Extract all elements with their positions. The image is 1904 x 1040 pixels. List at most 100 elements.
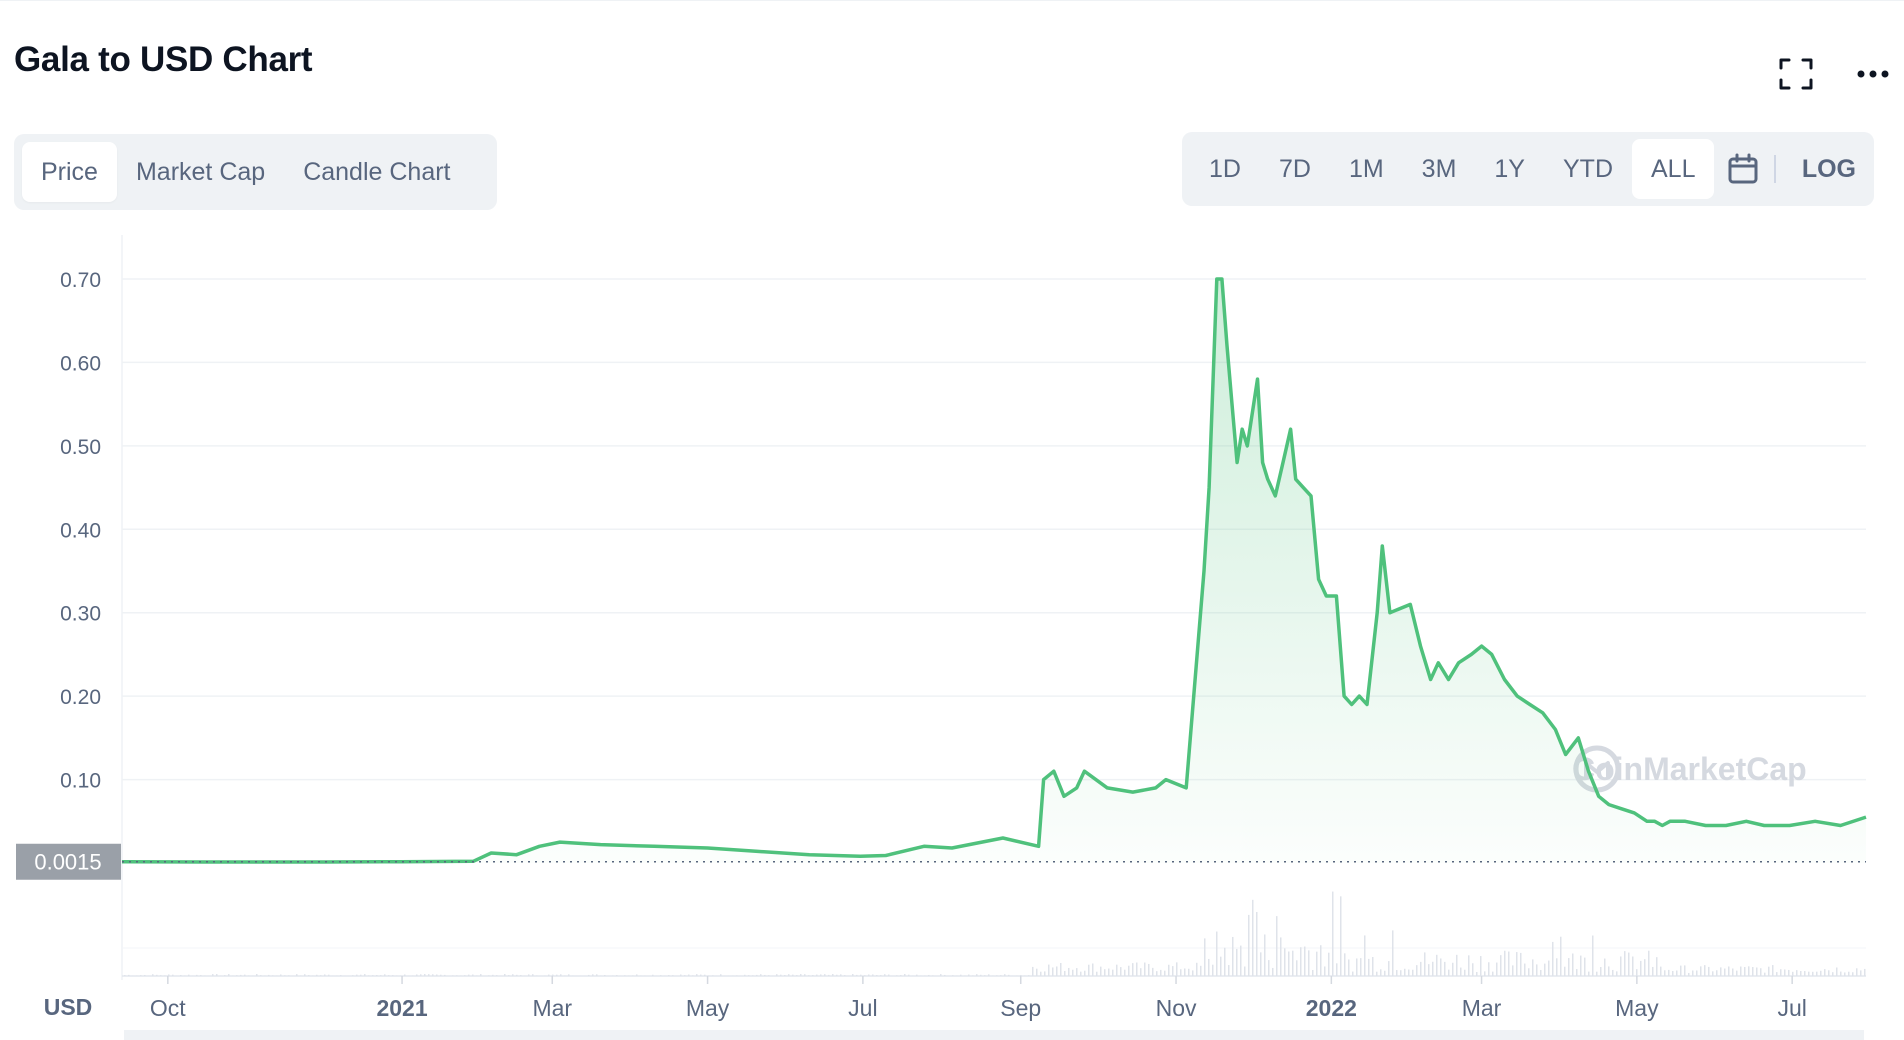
range-all[interactable]: ALL bbox=[1632, 139, 1715, 199]
volume-bar bbox=[1084, 970, 1086, 976]
volume-bar bbox=[1692, 970, 1694, 976]
volume-bar bbox=[1704, 965, 1706, 976]
volume-bar bbox=[1720, 967, 1722, 976]
volume-bar bbox=[124, 975, 126, 976]
volume-bar bbox=[1616, 971, 1618, 976]
volume-bar bbox=[352, 975, 354, 976]
volume-bar bbox=[1308, 950, 1310, 976]
volume-bar bbox=[1072, 969, 1074, 976]
volume-bar bbox=[392, 975, 394, 976]
range-3m[interactable]: 3M bbox=[1421, 154, 1457, 183]
volume-bar bbox=[596, 974, 598, 976]
volume-bar bbox=[968, 974, 970, 976]
volume-bar bbox=[1688, 972, 1690, 976]
volume-bar bbox=[1584, 957, 1586, 976]
fullscreen-button[interactable] bbox=[1772, 50, 1820, 98]
range-1d[interactable]: 1D bbox=[1209, 154, 1241, 183]
volume-bar bbox=[1120, 967, 1122, 976]
volume-bar bbox=[1264, 934, 1266, 976]
price-line[interactable] bbox=[121, 277, 1867, 864]
volume-bar bbox=[328, 974, 330, 976]
volume-bar bbox=[1336, 963, 1338, 976]
volume-bar bbox=[1824, 969, 1826, 976]
y-tick-label: 0.50 bbox=[60, 436, 101, 459]
volume-bar bbox=[1192, 970, 1194, 976]
volume-bar bbox=[736, 975, 738, 976]
range-1m[interactable]: 1M bbox=[1348, 154, 1384, 183]
volume-bar bbox=[1648, 950, 1650, 976]
volume-bar bbox=[1024, 975, 1026, 976]
volume-bar bbox=[1532, 959, 1534, 976]
volume-bar bbox=[1152, 967, 1154, 976]
volume-bar bbox=[1096, 971, 1098, 976]
range-7d[interactable]: 7D bbox=[1278, 154, 1311, 183]
volume-bar bbox=[1408, 969, 1410, 976]
volume-bar bbox=[1756, 967, 1758, 976]
volume-bar bbox=[872, 974, 874, 976]
volume-bar bbox=[1044, 971, 1046, 976]
volume-bar bbox=[1008, 974, 1010, 976]
volume-bar bbox=[1760, 968, 1762, 976]
volume-bar bbox=[880, 975, 882, 976]
volume-bar bbox=[1600, 967, 1602, 976]
volume-bar bbox=[1404, 968, 1406, 976]
range-1y[interactable]: 1Y bbox=[1494, 154, 1525, 183]
tab-price[interactable]: Price bbox=[22, 142, 117, 202]
volume-bar bbox=[456, 975, 458, 976]
volume-bar bbox=[752, 975, 754, 976]
volume-bar bbox=[1380, 969, 1382, 976]
volume-bar bbox=[1424, 952, 1426, 976]
volume-bar bbox=[1640, 960, 1642, 976]
volume-bar bbox=[1740, 966, 1742, 976]
volume-bar bbox=[1316, 951, 1318, 976]
volume-bar bbox=[432, 974, 434, 976]
volume-bar bbox=[1228, 965, 1230, 976]
volume-bar bbox=[1784, 969, 1786, 976]
volume-bar bbox=[412, 975, 414, 976]
volume-bar bbox=[444, 974, 446, 976]
volume-bar bbox=[1776, 972, 1778, 976]
volume-bar bbox=[784, 975, 786, 976]
volume-bar bbox=[692, 975, 694, 976]
volume-bar bbox=[1568, 958, 1570, 976]
volume-bar bbox=[372, 975, 374, 976]
more-options-button[interactable] bbox=[1849, 50, 1897, 98]
tab-candle-chart[interactable]: Candle Chart bbox=[303, 157, 451, 186]
range-navigator[interactable] bbox=[124, 1030, 1864, 1040]
volume-bar bbox=[1400, 970, 1402, 976]
volume-bar bbox=[552, 974, 554, 976]
volume-bar bbox=[508, 975, 510, 976]
volume-bars bbox=[124, 891, 1866, 976]
volume-bar bbox=[1680, 965, 1682, 976]
volume-bar bbox=[652, 974, 654, 976]
y-tick-label: 0.10 bbox=[60, 770, 101, 793]
volume-bar bbox=[744, 974, 746, 976]
volume-bar bbox=[684, 975, 686, 976]
volume-bar bbox=[756, 974, 758, 976]
volume-bar bbox=[1180, 969, 1182, 976]
volume-bar bbox=[384, 974, 386, 976]
tab-market-cap[interactable]: Market Cap bbox=[135, 157, 266, 186]
volume-bar bbox=[240, 974, 242, 976]
volume-bar bbox=[1436, 954, 1438, 976]
log-scale-toggle[interactable]: LOG bbox=[1801, 154, 1856, 183]
volume-bar bbox=[1652, 966, 1654, 976]
volume-bar bbox=[1516, 952, 1518, 976]
volume-bar bbox=[816, 974, 818, 976]
volume-bar bbox=[1724, 968, 1726, 976]
date-range-button[interactable] bbox=[1720, 139, 1766, 199]
volume-bar bbox=[672, 975, 674, 976]
volume-bar bbox=[1104, 969, 1106, 976]
volume-bar bbox=[1480, 956, 1482, 976]
current-price-tag: 0.0015 bbox=[16, 843, 121, 880]
volume-bar bbox=[1620, 956, 1622, 976]
volume-bar bbox=[592, 974, 594, 976]
volume-bar bbox=[812, 975, 814, 976]
range-ytd[interactable]: YTD bbox=[1563, 154, 1613, 183]
volume-bar bbox=[1368, 958, 1370, 976]
volume-bar bbox=[1520, 952, 1522, 976]
volume-bar bbox=[1572, 953, 1574, 976]
volume-bar bbox=[516, 974, 518, 976]
volume-bar bbox=[712, 975, 714, 976]
volume-bar bbox=[1208, 958, 1210, 976]
